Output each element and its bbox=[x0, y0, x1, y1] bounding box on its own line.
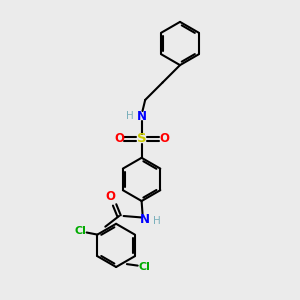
Text: O: O bbox=[114, 132, 124, 146]
Text: O: O bbox=[159, 132, 169, 146]
Text: N: N bbox=[136, 110, 147, 123]
Text: Cl: Cl bbox=[138, 262, 150, 272]
Text: O: O bbox=[105, 190, 115, 203]
Text: N: N bbox=[140, 212, 150, 226]
Text: H: H bbox=[153, 215, 161, 226]
Text: Cl: Cl bbox=[74, 226, 86, 236]
Text: H: H bbox=[126, 110, 134, 121]
Text: S: S bbox=[137, 132, 146, 146]
